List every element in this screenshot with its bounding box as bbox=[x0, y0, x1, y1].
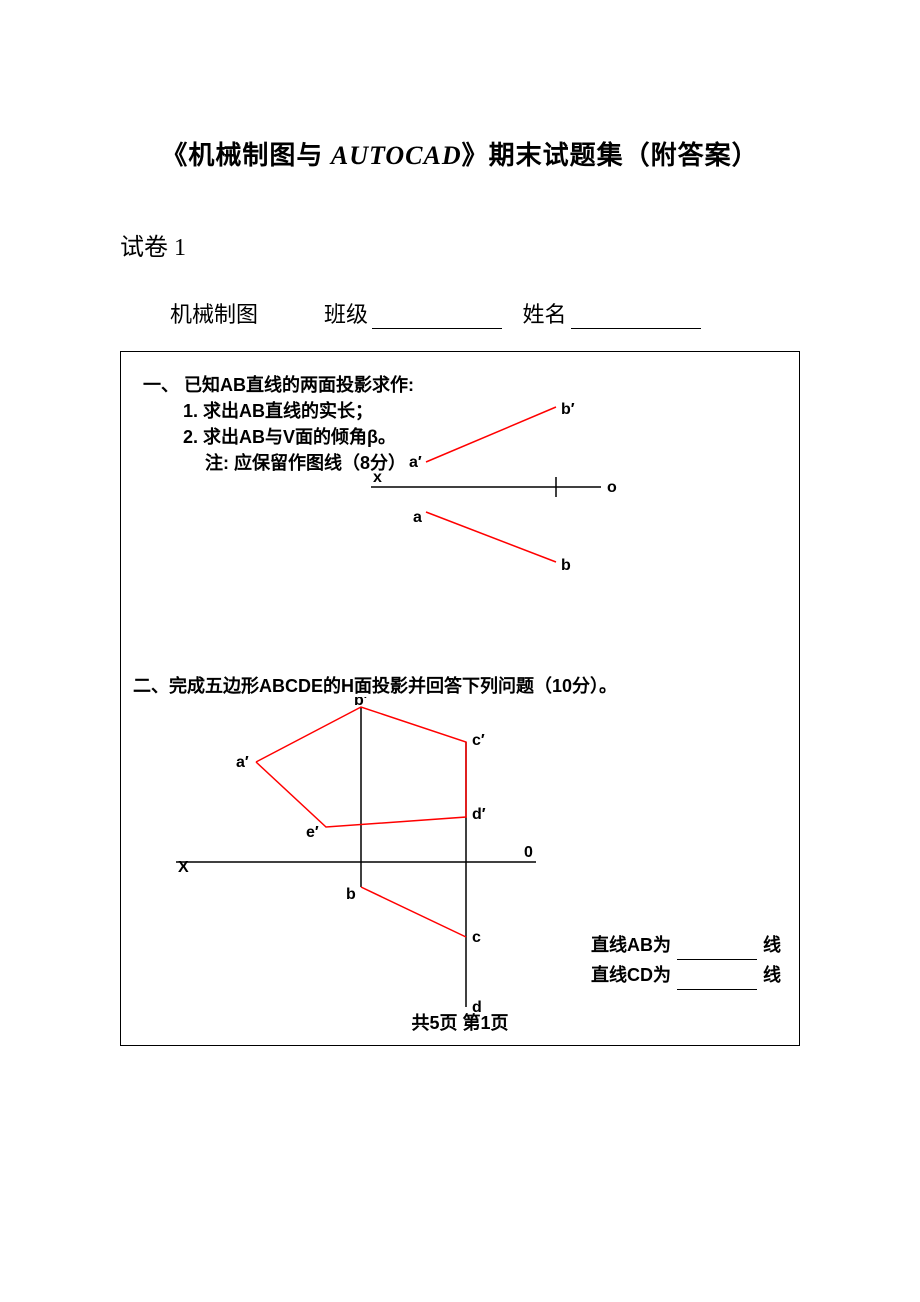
answer-line-cd: 直线CD为 线 bbox=[591, 960, 781, 990]
title-post: 》期末试题集（附答案） bbox=[462, 141, 759, 170]
name-label: 姓名 bbox=[523, 302, 567, 327]
name-blank[interactable] bbox=[571, 308, 701, 329]
q1-heading: 一、 已知AB直线的两面投影求作: bbox=[143, 375, 414, 395]
q1-a-prime: a′ bbox=[409, 454, 422, 471]
q2-heading: 二、完成五边形ABCDE的H面投影并回答下列问题（10分）。 bbox=[133, 672, 617, 698]
q2-d-prime: d′ bbox=[472, 806, 486, 823]
title-pre: 《机械制图与 bbox=[161, 141, 331, 170]
title-autocad: AUTOCAD bbox=[331, 141, 462, 170]
page-number: 共5页 第1页 bbox=[121, 1009, 799, 1035]
ans2-pre: 直线CD为 bbox=[591, 965, 671, 985]
q2-a-prime: a′ bbox=[236, 754, 249, 771]
q2-o-label: 0 bbox=[524, 844, 533, 861]
ans1-post: 线 bbox=[763, 935, 781, 955]
q1-diagram: x o a′ b′ a b bbox=[371, 402, 631, 582]
exam-number: 试卷 1 bbox=[120, 227, 800, 262]
q2-b-prime: b′ bbox=[354, 697, 368, 709]
q2-diagram: X 0 a′ b′ c′ d′ e′ b c d bbox=[176, 697, 556, 1027]
ans1-pre: 直线AB为 bbox=[591, 935, 671, 955]
ans1-blank[interactable] bbox=[677, 943, 757, 960]
q2-b: b bbox=[346, 886, 356, 903]
document-title: 《机械制图与 AUTOCAD》期末试题集（附答案） bbox=[120, 135, 800, 172]
class-blank[interactable] bbox=[372, 308, 502, 329]
page: 《机械制图与 AUTOCAD》期末试题集（附答案） 试卷 1 机械制图 班级 姓… bbox=[0, 0, 920, 1302]
q2-answers: 直线AB为线 直线CD为线 bbox=[591, 930, 781, 990]
q2-c-prime: c′ bbox=[472, 732, 485, 749]
ans2-blank[interactable] bbox=[677, 973, 757, 990]
q1-a: a bbox=[413, 509, 422, 526]
header-line: 机械制图 班级 姓名 bbox=[120, 297, 800, 329]
q1-b: b bbox=[561, 557, 571, 574]
class-label: 班级 bbox=[324, 302, 368, 327]
q2-e-prime: e′ bbox=[306, 824, 319, 841]
q1-o-label: o bbox=[607, 479, 617, 496]
q2-c: c bbox=[472, 929, 481, 946]
question-frame: 一、 已知AB直线的两面投影求作: 1. 求出AB直线的实长； 2. 求出AB与… bbox=[120, 351, 800, 1046]
answer-line-ab: 直线AB为 线 bbox=[591, 930, 781, 960]
q2-x-label: X bbox=[178, 859, 189, 876]
q1-x-label: x bbox=[373, 469, 382, 486]
subject-label: 机械制图 bbox=[170, 302, 258, 327]
q1-b-prime: b′ bbox=[561, 402, 575, 418]
ans2-post: 线 bbox=[763, 965, 781, 985]
